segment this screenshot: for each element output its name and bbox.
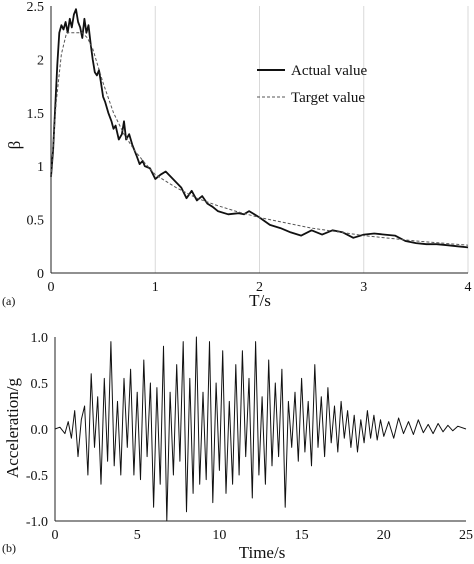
panel-label-b: (b) (2, 541, 16, 555)
spectrum-series-0-line (50, 8, 469, 249)
spectrum-gridlines (154, 6, 469, 273)
spectrum-series-group (50, 8, 469, 249)
spectrum-x-tick-0: 0 (48, 280, 55, 295)
spectrum-y-tick-3: 1.5 (27, 107, 45, 122)
spectrum-x-tick-1: 1 (152, 280, 159, 295)
spectrum-x-tick-3: 3 (360, 280, 367, 295)
acceleration-x-tick-5: 25 (459, 528, 473, 543)
spectrum-series-1-line (50, 32, 469, 246)
spectrum-x-tick-4: 4 (465, 280, 472, 295)
spectrum-x-tick-labels: 0 1 2 3 4 (48, 280, 472, 295)
spectrum-axes (50, 6, 468, 274)
acceleration-y-tick-3: 0.5 (31, 377, 49, 392)
acceleration-x-tick-4: 20 (377, 528, 391, 543)
acceleration-y-tick-2: 0.0 (31, 423, 49, 438)
acceleration-x-tick-0: 0 (52, 528, 59, 543)
acceleration-x-axis-label: Time/s (239, 543, 286, 562)
spectrum-y-tick-2: 1 (37, 160, 44, 175)
acceleration-x-tick-2: 10 (212, 528, 226, 543)
spectrum-y-axis-label: β (5, 141, 24, 150)
acceleration-y-tick-0: -1.0 (26, 515, 48, 530)
spectrum-legend: Actual value Target value (257, 63, 368, 106)
legend-label-actual: Actual value (291, 63, 368, 79)
acceleration-y-axis-label: Acceleration/g (3, 377, 22, 478)
acceleration-series-0-line (54, 336, 467, 522)
acceleration-y-tick-1: -0.5 (26, 469, 48, 484)
acceleration-chart: -1.0 -0.5 0.0 0.5 1.0 0 5 10 15 20 25 Time/s Acce… (2, 331, 473, 562)
acceleration-x-tick-1: 5 (134, 528, 141, 543)
spectrum-chart: 0 0.5 1 1.5 2 2.5 0 1 2 3 4 Actual value Target v… (2, 0, 472, 310)
spectrum-y-tick-labels: 0 0.5 1 1.5 2 2.5 (27, 0, 45, 282)
spectrum-x-tick-2: 2 (256, 280, 263, 295)
acceleration-y-tick-labels: -1.0 -0.5 0.0 0.5 1.0 (26, 331, 48, 530)
acceleration-x-tick-3: 15 (295, 528, 309, 543)
acceleration-y-tick-4: 1.0 (31, 331, 49, 346)
spectrum-y-tick-5: 2.5 (27, 0, 45, 15)
spectrum-y-tick-0: 0 (37, 267, 44, 282)
spectrum-y-tick-1: 0.5 (27, 214, 45, 229)
spectrum-y-tick-4: 2 (37, 53, 44, 68)
legend-label-target: Target value (291, 90, 365, 106)
panel-label-a: (a) (2, 294, 15, 308)
spectrum-x-axis-label: T/s (249, 291, 271, 310)
acceleration-series-group (54, 336, 467, 522)
acceleration-x-tick-labels: 0 5 10 15 20 25 (52, 528, 474, 543)
